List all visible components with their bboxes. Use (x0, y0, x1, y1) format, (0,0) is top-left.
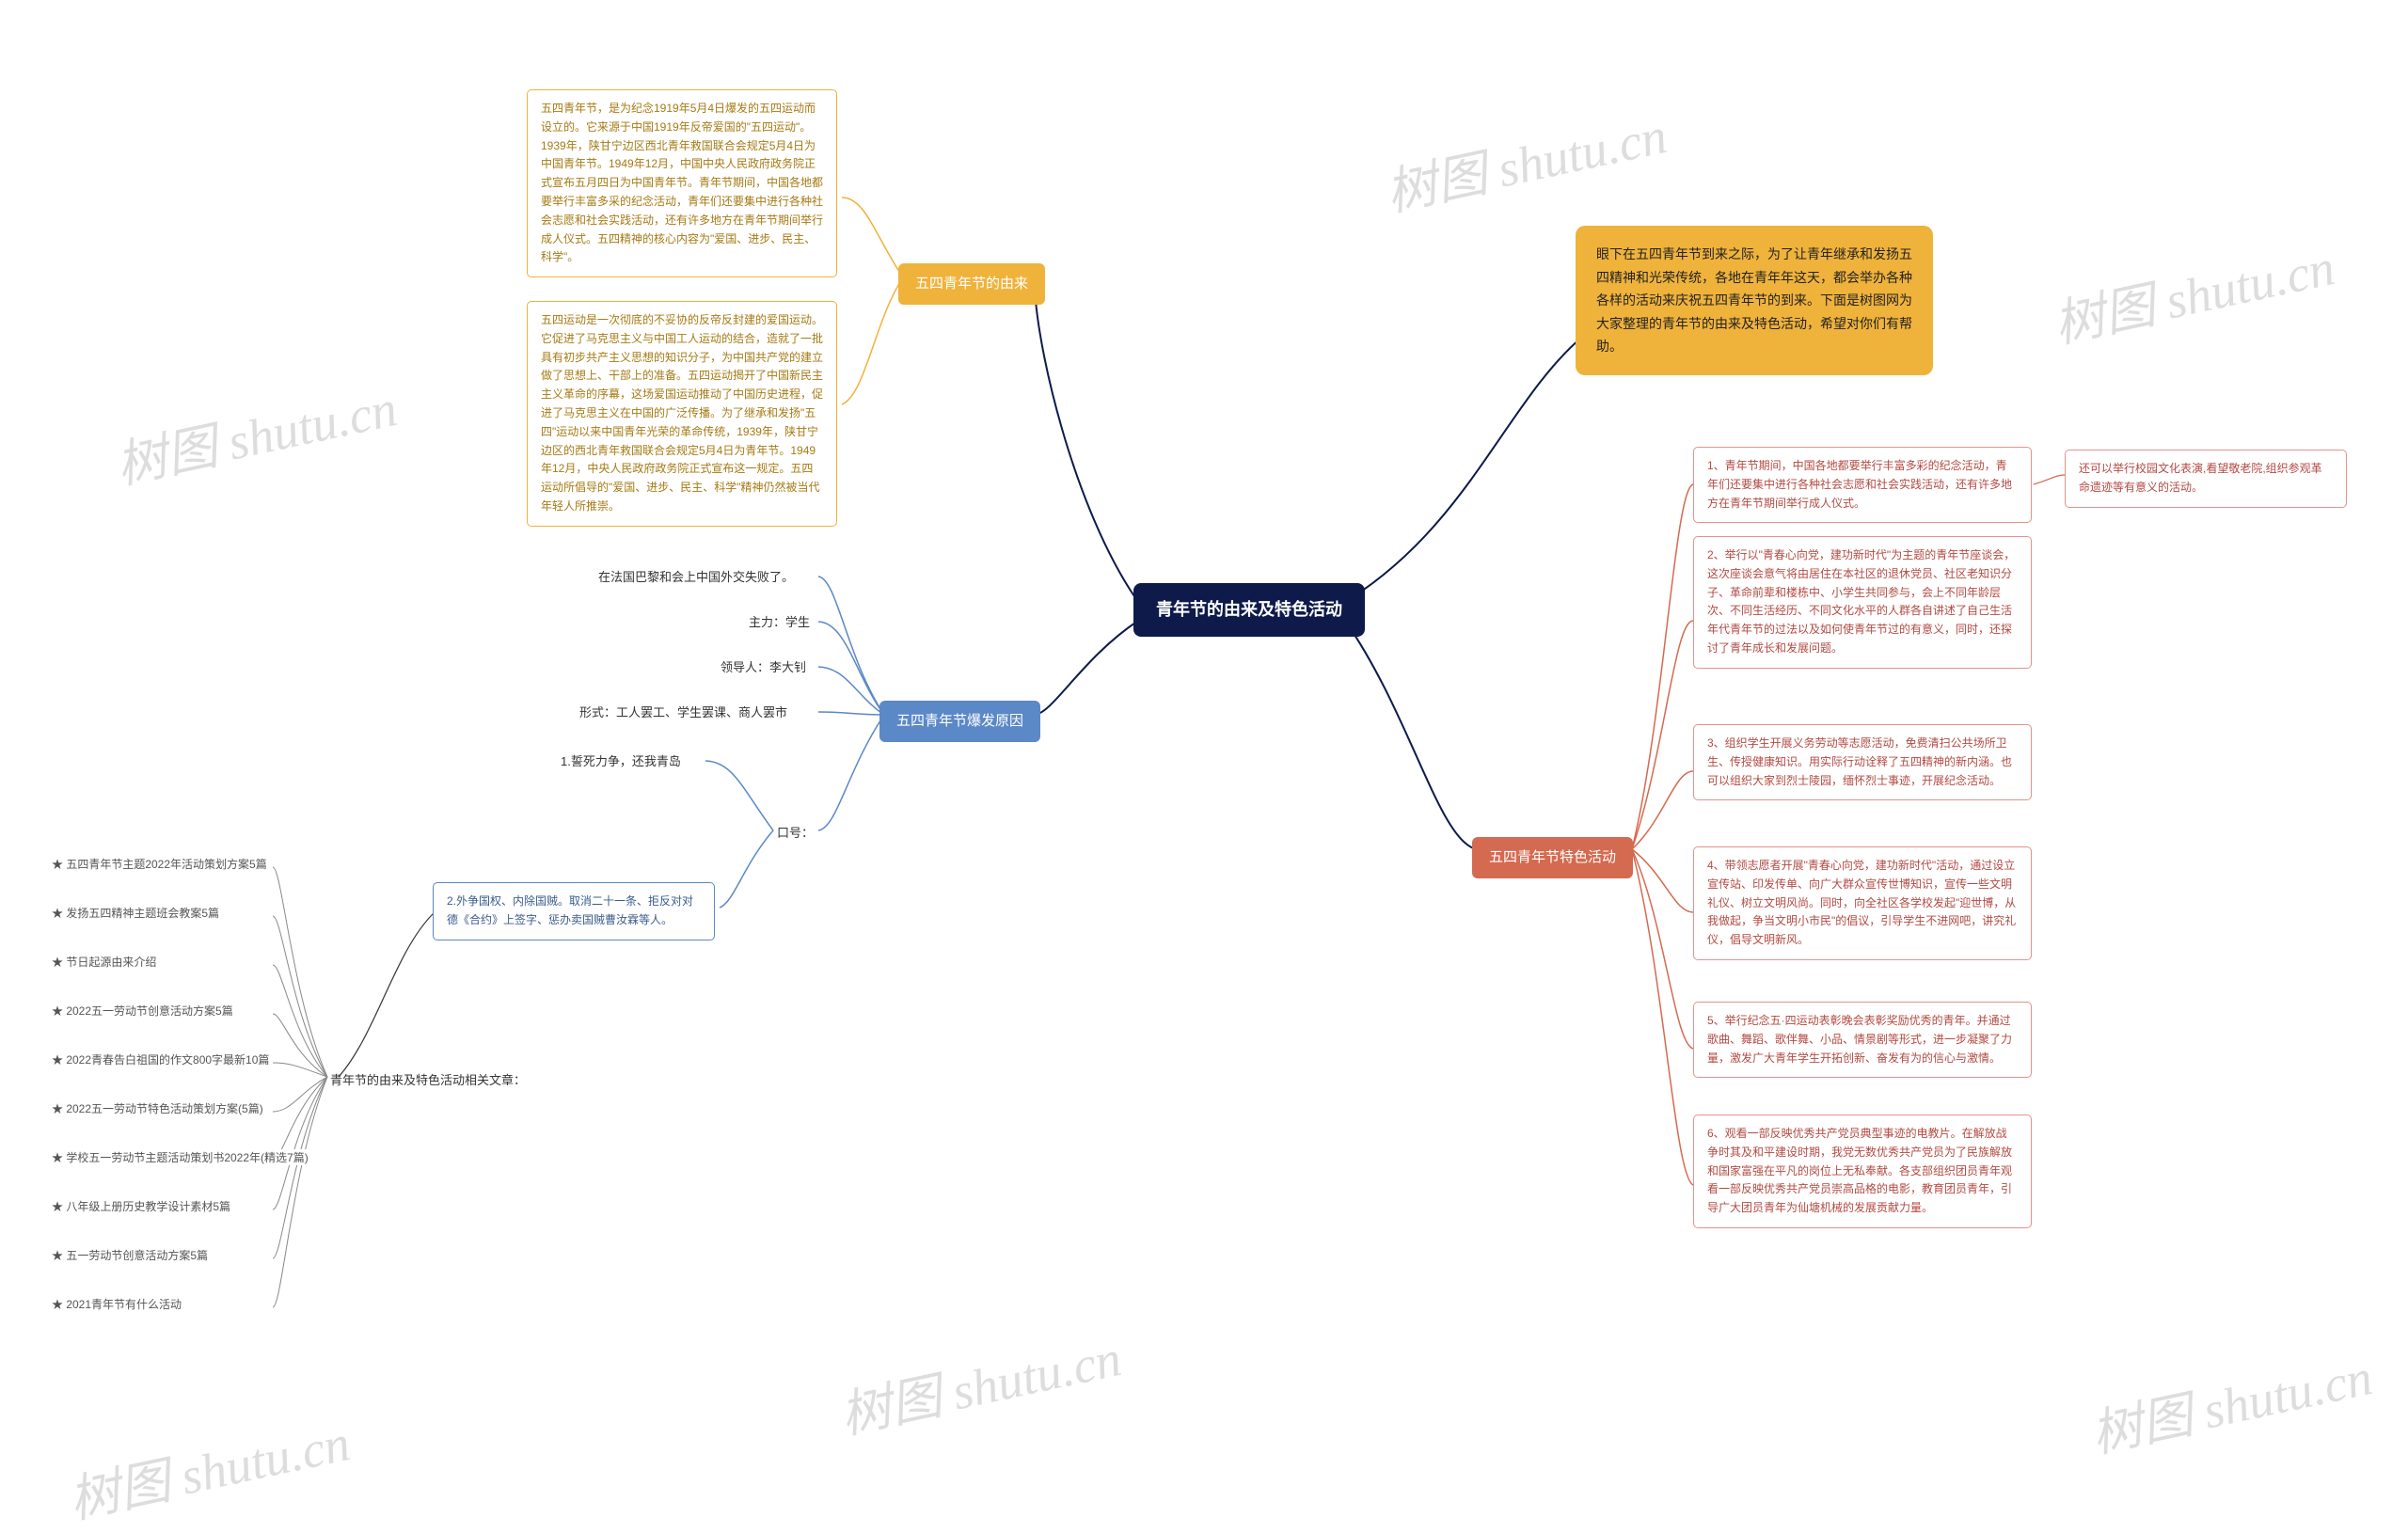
watermark: 树图 shutu.cn (832, 1316, 1127, 1447)
activity-1[interactable]: 2、举行以"青春心向党，建功新时代"为主题的青年节座谈会，这次座谈会意气将由居住… (1693, 536, 2032, 669)
origin-child-1-text: 五四运动是一次彻底的不妥协的反帝反封建的爱国运动。它促进了马克思主义与中国工人运… (541, 313, 823, 513)
cause-child-1[interactable]: 主力：学生 (743, 609, 816, 633)
center-node[interactable]: 青年节的由来及特色活动 (1133, 583, 1365, 637)
related-item[interactable]: ★ 2021青年节有什么活动 (52, 1296, 182, 1312)
intro-node[interactable]: 眼下在五四青年节到来之际，为了让青年继承和发扬五四精神和光荣传统，各地在青年年这… (1576, 226, 1933, 375)
related-item[interactable]: ★ 五一劳动节创意活动方案5篇 (52, 1247, 208, 1263)
watermark: 树图 shutu.cn (108, 366, 403, 498)
branch-cause-label: 五四青年节爆发原因 (896, 713, 1023, 729)
cause-child-4[interactable]: 口号： (771, 820, 819, 844)
watermark: 树图 shutu.cn (2083, 1335, 2378, 1466)
watermark: 树图 shutu.cn (61, 1400, 356, 1532)
branch-cause[interactable]: 五四青年节爆发原因 (879, 701, 1040, 742)
watermark: 树图 shutu.cn (1378, 93, 1672, 225)
related-item[interactable]: ★ 八年级上册历史教学设计素材5篇 (52, 1198, 230, 1214)
related-item[interactable]: ★ 学校五一劳动节主题活动策划书2022年(精选7篇) (52, 1149, 309, 1165)
related-item[interactable]: ★ 2022五一劳动节特色活动策划方案(5篇) (52, 1100, 263, 1116)
center-label: 青年节的由来及特色活动 (1156, 600, 1342, 619)
branch-origin-label: 五四青年节的由来 (915, 276, 1028, 292)
activity-0-extra[interactable]: 还可以举行校园文化表演,看望敬老院,组织参观革命遗迹等有意义的活动。 (2065, 450, 2347, 508)
related-label[interactable]: 青年节的由来及特色活动相关文章： (325, 1067, 531, 1091)
related-item[interactable]: ★ 节日起源由来介绍 (52, 954, 156, 970)
related-item[interactable]: ★ 五四青年节主题2022年活动策划方案5篇 (52, 856, 267, 872)
origin-child-0-text: 五四青年节，是为纪念1919年5月4日爆发的五四运动而设立的。它来源于中国191… (541, 102, 823, 263)
cause-slogan-1[interactable]: 2.外争国权、内除国贼。取消二十一条、拒反对对德《合约》上签字、惩办卖国贼曹汝霖… (433, 882, 715, 940)
related-item[interactable]: ★ 2022五一劳动节创意活动方案5篇 (52, 1003, 233, 1019)
activity-5[interactable]: 6、观看一部反映优秀共产党员典型事迹的电教片。在解放战争时其及和平建设时期，我党… (1693, 1114, 2032, 1228)
related-item[interactable]: ★ 2022青春告白祖国的作文800字最新10篇 (52, 1051, 269, 1067)
activity-0[interactable]: 1、青年节期间，中国各地都要举行丰富多彩的纪念活动，青年们还要集中进行各种社会志… (1693, 447, 2032, 523)
branch-activities[interactable]: 五四青年节特色活动 (1472, 837, 1633, 878)
cause-slogan-0[interactable]: 1.誓死力争，还我青岛 (555, 749, 687, 772)
activity-2[interactable]: 3、组织学生开展义务劳动等志愿活动，免费清扫公共场所卫生、传授健康知识。用实际行… (1693, 724, 2032, 800)
cause-child-2[interactable]: 领导人：李大钊 (715, 655, 812, 678)
branch-origin[interactable]: 五四青年节的由来 (898, 263, 1045, 305)
cause-child-0[interactable]: 在法国巴黎和会上中国外交失败了。 (593, 564, 800, 588)
activity-3[interactable]: 4、带领志愿者开展"青春心向党，建功新时代"活动，通过设立宣传站、印发传单、向广… (1693, 846, 2032, 960)
related-item[interactable]: ★ 发扬五四精神主题班会教案5篇 (52, 905, 219, 921)
cause-child-3[interactable]: 形式：工人罢工、学生罢课、商人罢市 (574, 700, 793, 723)
origin-child-0[interactable]: 五四青年节，是为纪念1919年5月4日爆发的五四运动而设立的。它来源于中国191… (527, 89, 837, 277)
origin-child-1[interactable]: 五四运动是一次彻底的不妥协的反帝反封建的爱国运动。它促进了马克思主义与中国工人运… (527, 301, 837, 527)
connector-layer (0, 0, 2408, 1485)
intro-text: 眼下在五四青年节到来之际，为了让青年继承和发扬五四精神和光荣传统，各地在青年年这… (1596, 246, 1912, 354)
branch-activities-label: 五四青年节特色活动 (1489, 849, 1616, 865)
watermark: 树图 shutu.cn (2046, 225, 2340, 356)
activity-4[interactable]: 5、举行纪念五·四运动表彰晚会表彰奖励优秀的青年。并通过歌曲、舞蹈、歌伴舞、小品… (1693, 1002, 2032, 1078)
